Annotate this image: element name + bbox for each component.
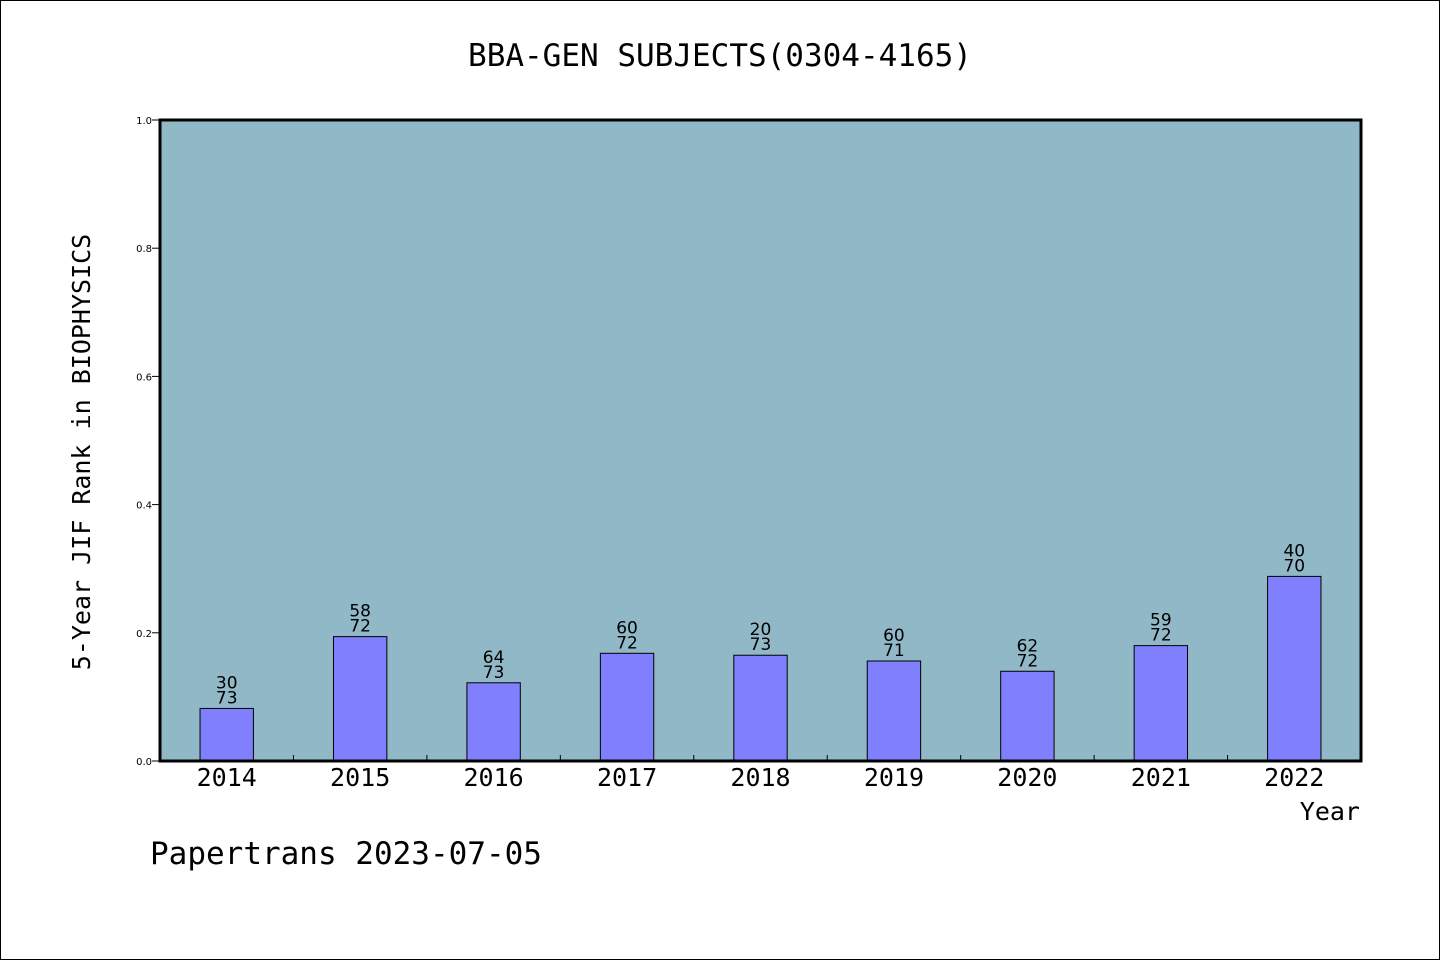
- bar-total-label: 73: [216, 688, 238, 708]
- chart-title: BBA-GEN SUBJECTS(0304-4165): [468, 38, 972, 74]
- plot-border: [158, 118, 1363, 763]
- bar-total-label: 73: [483, 663, 505, 683]
- x-tick-label: 2018: [730, 763, 790, 792]
- bar-2020: [1000, 670, 1055, 762]
- bar-total-label: 71: [883, 641, 905, 661]
- bar-rank-label: 60: [883, 626, 905, 646]
- bar-rank-label: 64: [483, 648, 505, 668]
- x-tick-label: 2022: [1264, 763, 1324, 792]
- bar-2022: [1267, 575, 1322, 762]
- bar-rank-label: 58: [349, 602, 371, 622]
- bar-total-label: 72: [616, 633, 638, 653]
- y-tick-label: 0.8: [136, 244, 152, 255]
- bar-2014: [199, 707, 254, 762]
- footer-credit: Papertrans 2023-07-05: [150, 836, 542, 872]
- x-tick-label: 2020: [997, 763, 1057, 792]
- bar-2016: [466, 682, 521, 762]
- x-axis-label: Year: [1300, 797, 1360, 826]
- x-tick-label: 2017: [597, 763, 657, 792]
- bar-rank-label: 40: [1283, 541, 1305, 561]
- y-tick-label: 0.0: [136, 757, 152, 768]
- x-tick-label: 2021: [1131, 763, 1191, 792]
- bars-group: [199, 575, 1322, 762]
- bar-2018: [733, 654, 788, 762]
- x-tick-label: 2019: [864, 763, 924, 792]
- bar-total-label: 72: [1150, 626, 1172, 646]
- y-tick-label: 0.2: [136, 629, 152, 640]
- x-ticks-group: 2014 2015 2016 2017 2018 2019 2020 2021 2022: [197, 755, 1324, 792]
- y-ticks-group: 0.0 0.2 0.4 0.6 0.8 1.0: [136, 116, 160, 768]
- x-tick-label: 2016: [464, 763, 524, 792]
- bar-2021: [1133, 645, 1189, 762]
- bar-rank-label: 30: [216, 673, 238, 693]
- bar-2017: [599, 652, 655, 762]
- bar-total-label: 70: [1283, 556, 1305, 576]
- bar-rank-label: 20: [750, 620, 772, 640]
- bar-2019: [866, 660, 922, 762]
- x-tick-label: 2014: [197, 763, 257, 792]
- bar-total-label: 72: [349, 617, 371, 637]
- y-axis-label: 5-Year JIF Rank in BIOPHYSICS: [67, 234, 96, 671]
- bar-total-label: 72: [1017, 651, 1039, 671]
- x-tick-label: 2015: [330, 763, 390, 792]
- y-tick-label: 0.4: [136, 501, 152, 512]
- bar-2015: [332, 636, 388, 762]
- y-tick-label: 1.0: [136, 116, 152, 127]
- bar-rank-label: 59: [1150, 611, 1172, 631]
- bar-rank-label: 60: [616, 618, 638, 638]
- bar-rank-label: 62: [1017, 636, 1039, 656]
- y-tick-label: 0.6: [136, 372, 152, 383]
- bar-total-label: 73: [750, 635, 772, 655]
